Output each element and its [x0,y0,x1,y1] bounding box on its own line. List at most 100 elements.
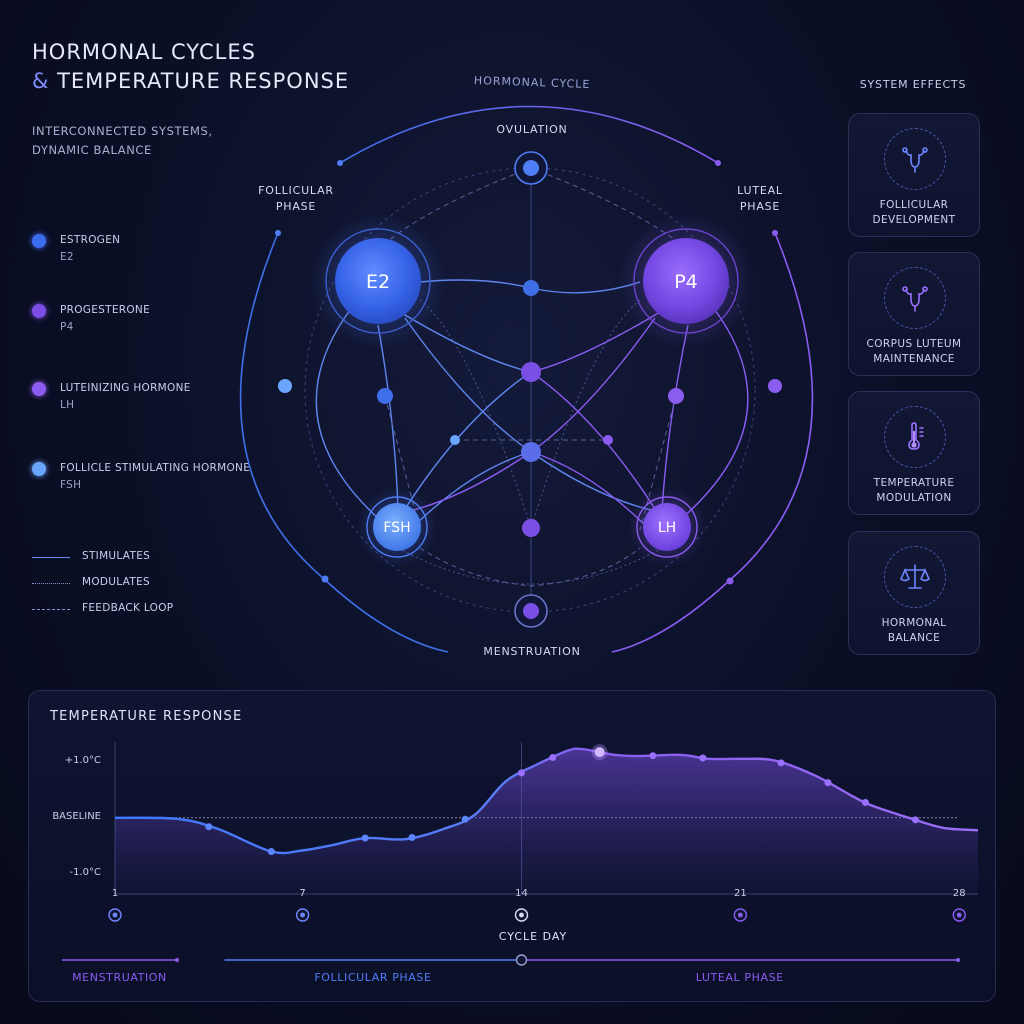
effect-label-line-1: HORMONAL [881,617,947,629]
arc-node [726,577,734,585]
legend-item-luteinizing-hormone: LUTEINIZING HORMONE LH [32,380,191,414]
phase-label: LUTEAL PHASE [695,971,784,984]
y-tick-label: BASELINE [52,810,101,822]
x-axis-label: CYCLE DAY [498,930,568,943]
arc-node [278,379,292,393]
solid-line-icon [32,557,70,558]
x-tick-markers [108,908,966,922]
arc-node [321,575,329,583]
temperature-point [205,823,213,831]
title-line-1: HORMONAL CYCLES [32,40,256,64]
axis-node [521,442,541,462]
dashed-line-icon [32,609,70,610]
legend-abbr: LH [60,399,75,411]
temperature-point [549,753,557,761]
effect-card-label: HORMONAL BALANCE [853,616,975,646]
temperature-point [861,798,869,806]
p4-node [643,238,729,324]
x-tick-label: 7 [299,888,306,899]
legend-label: LUTEINIZING HORMONE [60,382,191,394]
x-tick-label: 1 [111,888,119,899]
axis-node [522,519,540,537]
fsh-label: FSH [383,520,410,536]
luteal-phase-label: LUTEAL PHASE [700,183,820,215]
phase-label: MENSTRUATION [72,971,167,984]
arc-end-dot [337,160,343,166]
connector-node [668,388,684,404]
x-tick-marker-dot [956,912,962,918]
connector-node [377,388,393,404]
follicular-line-2: PHASE [275,200,317,213]
fsh-node [373,503,421,551]
modulation-lines [397,299,663,585]
ovulation-node [523,160,539,176]
system-effects-title: SYSTEM EFFECTS [859,78,967,91]
temperature-point [777,759,785,767]
lh-label: LH [658,520,676,536]
arc-end-dot [275,230,281,236]
temperature-point [824,779,832,787]
temperature-point [461,815,469,823]
temperature-point [267,848,275,855]
legend-line-label: MODULATES [82,576,150,588]
legend-abbr: E2 [60,251,74,263]
legend-label: PROGESTERONE [60,304,151,316]
hormonal-cycle-arc-label: HORMONAL CYCLE [474,74,591,91]
legend-line-label: FEEDBACK LOOP [82,602,174,614]
follicular-line-1: FOLLICULAR [258,184,334,197]
p4-label: P4 [674,271,698,293]
phase-bar-end [175,958,179,962]
y-tick-label: +1.0°C [64,754,101,766]
uterus-icon [884,267,946,329]
effect-card-label: CORPUS LUTEUM MAINTENANCE [853,337,975,367]
estrogen-dot-icon [32,234,46,248]
legend-line-stimulates: STIMULATES [32,550,150,562]
lh-ring [636,496,698,558]
top-arc [339,105,719,164]
temperature-point [699,754,707,762]
phase-bars [62,954,960,966]
effect-card-hormonal-balance: HORMONAL BALANCE [848,531,980,655]
axis-node [523,280,539,296]
effect-label-line-1: TEMPERATURE [873,477,955,489]
temperature-point [911,816,919,824]
arc-end-dot [715,160,721,166]
phase-transition-marker [515,954,528,966]
hormonal-cycle-diagram: E2 P4 FSH LH HORMONAL CYCLE [239,74,814,653]
menstruation-node [523,603,539,619]
temperature-point [649,752,657,760]
temperature-chart-title: TEMPERATURE RESPONSE [50,709,243,724]
temperature-area [115,748,978,894]
legend-line-feedback-loop: FEEDBACK LOOP [32,602,173,614]
effect-card-temperature-modulation: TEMPERATURE MODULATION [848,391,980,515]
temperature-point [408,833,416,841]
title-line-2-text: TEMPERATURE RESPONSE [57,69,350,93]
phase-bar-end [956,958,960,962]
temperature-markers [205,744,919,855]
phase-label: FOLLICULAR PHASE [314,971,432,984]
x-tick-label: 28 [952,888,966,899]
peak-point [594,747,605,758]
arc-node [768,379,782,393]
right-arc [611,232,814,653]
effect-label-line-2: DEVELOPMENT [872,214,956,226]
ovulation-label: OVULATION [496,123,568,136]
lh-dot-icon [32,382,46,396]
x-tick-label: 21 [733,888,747,899]
effect-card-label: TEMPERATURE MODULATION [853,476,975,506]
fsh-ring [366,496,428,558]
lh-node [643,503,691,551]
effect-card-label: FOLLICULAR DEVELOPMENT [853,198,975,228]
temperature-point [361,834,369,842]
temperature-chart [62,742,979,966]
effect-label-line-2: BALANCE [887,632,941,644]
legend-item-fsh: FOLLICLE STIMULATING HORMONE FSH [32,460,250,494]
subtitle-line-1: INTERCONNECTED SYSTEMS, [32,124,213,138]
legend-label: FOLLICLE STIMULATING HORMONE [60,462,251,474]
legend-label: ESTROGEN [60,234,121,246]
arc-end-dot [772,230,778,236]
legend-abbr: P4 [60,321,74,333]
page-subtitle: INTERCONNECTED SYSTEMS, DYNAMIC BALANCE [32,122,213,160]
x-tick-label: 14 [515,888,528,899]
menstruation-label: MENSTRUATION [483,645,581,658]
